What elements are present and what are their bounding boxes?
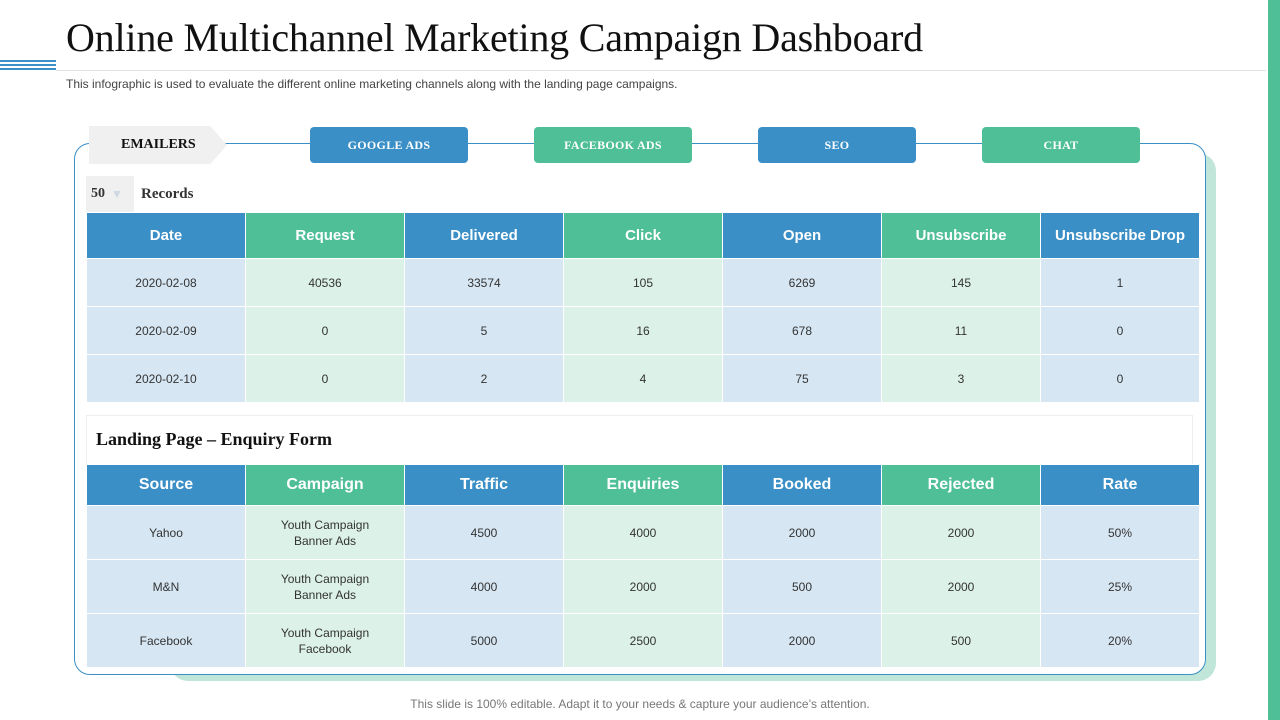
table-cell: 1 [1040, 258, 1200, 307]
column-header-unsubscribe[interactable]: Unsubscribe [881, 212, 1041, 259]
records-per-page-select[interactable]: 50 ▼ [86, 176, 134, 212]
table-cell: Youth Campaign Facebook [245, 613, 405, 668]
column-header-unsubscribe-drop[interactable]: Unsubscribe Drop [1040, 212, 1200, 259]
table-cell: Yahoo [86, 505, 246, 560]
table-cell: 0 [1040, 354, 1200, 403]
table-cell: 2020-02-10 [86, 354, 246, 403]
footer-note: This slide is 100% editable. Adapt it to… [410, 697, 870, 711]
table-row: Yahoo Youth Campaign Banner Ads 4500 400… [86, 505, 1200, 560]
landing-page-table: Source Campaign Traffic Enquiries Booked… [86, 464, 1200, 668]
emailers-table: Date Request Delivered Click Open Unsubs… [86, 212, 1200, 403]
column-header-enquiries[interactable]: Enquiries [563, 464, 723, 506]
table-cell: 678 [722, 306, 882, 355]
tab-facebook-ads[interactable]: FACEBOOK ADS [534, 127, 692, 163]
table-cell: 500 [881, 613, 1041, 668]
column-header-delivered[interactable]: Delivered [404, 212, 564, 259]
table-cell: 105 [563, 258, 723, 307]
landing-page-title: Landing Page – Enquiry Form [96, 429, 333, 449]
table-row: 2020-02-09 0 5 16 678 11 0 [86, 306, 1200, 355]
table-cell: Youth Campaign Banner Ads [245, 559, 405, 614]
table-cell: 6269 [722, 258, 882, 307]
records-count: 50 [91, 186, 105, 201]
table-cell: 145 [881, 258, 1041, 307]
table-cell: 0 [1040, 306, 1200, 355]
column-header-booked[interactable]: Booked [722, 464, 882, 506]
page-subtitle: This infographic is used to evaluate the… [66, 77, 678, 91]
table-cell: 40536 [245, 258, 405, 307]
table-row: Facebook Youth Campaign Facebook 5000 25… [86, 613, 1200, 668]
page-title: Online Multichannel Marketing Campaign D… [66, 15, 923, 60]
right-accent-bar [1268, 0, 1280, 720]
table-cell: 4500 [404, 505, 564, 560]
table-cell: 5 [404, 306, 564, 355]
records-label: Records [141, 186, 194, 202]
table-cell: 20% [1040, 613, 1200, 668]
column-header-request[interactable]: Request [245, 212, 405, 259]
table-cell: 2 [404, 354, 564, 403]
tab-emailers[interactable]: EMAILERS [89, 126, 227, 164]
table-cell: 2020-02-09 [86, 306, 246, 355]
column-header-rejected[interactable]: Rejected [881, 464, 1041, 506]
table-cell: 4000 [404, 559, 564, 614]
table-header-row: Source Campaign Traffic Enquiries Booked… [86, 464, 1200, 506]
column-header-rate[interactable]: Rate [1040, 464, 1200, 506]
column-header-date[interactable]: Date [86, 212, 246, 259]
column-header-source[interactable]: Source [86, 464, 246, 506]
table-cell: 2000 [563, 559, 723, 614]
table-cell: 4 [563, 354, 723, 403]
table-cell: 75 [722, 354, 882, 403]
table-cell: 50% [1040, 505, 1200, 560]
table-cell: 500 [722, 559, 882, 614]
table-cell: M&N [86, 559, 246, 614]
tab-chat[interactable]: CHAT [982, 127, 1140, 163]
table-cell: 0 [245, 306, 405, 355]
table-cell: 2000 [722, 505, 882, 560]
table-cell: 4000 [563, 505, 723, 560]
table-cell: 2000 [881, 505, 1041, 560]
table-cell: Facebook [86, 613, 246, 668]
table-cell: 0 [245, 354, 405, 403]
table-row: 2020-02-08 40536 33574 105 6269 145 1 [86, 258, 1200, 307]
table-row: M&N Youth Campaign Banner Ads 4000 2000 … [86, 559, 1200, 614]
table-header-row: Date Request Delivered Click Open Unsubs… [86, 212, 1200, 259]
table-cell: 25% [1040, 559, 1200, 614]
caret-down-icon: ▼ [111, 186, 123, 201]
table-cell: 2020-02-08 [86, 258, 246, 307]
column-header-click[interactable]: Click [563, 212, 723, 259]
accent-lines [0, 60, 56, 72]
column-header-open[interactable]: Open [722, 212, 882, 259]
table-cell: 2000 [881, 559, 1041, 614]
table-cell: 3 [881, 354, 1041, 403]
table-cell: 2000 [722, 613, 882, 668]
table-cell: 16 [563, 306, 723, 355]
column-header-traffic[interactable]: Traffic [404, 464, 564, 506]
table-cell: 11 [881, 306, 1041, 355]
table-cell: 2500 [563, 613, 723, 668]
column-header-campaign[interactable]: Campaign [245, 464, 405, 506]
table-cell: 5000 [404, 613, 564, 668]
tab-google-ads[interactable]: GOOGLE ADS [310, 127, 468, 163]
table-row: 2020-02-10 0 2 4 75 3 0 [86, 354, 1200, 403]
title-divider [56, 70, 1266, 71]
table-cell: 33574 [404, 258, 564, 307]
tab-seo[interactable]: SEO [758, 127, 916, 163]
table-cell: Youth Campaign Banner Ads [245, 505, 405, 560]
